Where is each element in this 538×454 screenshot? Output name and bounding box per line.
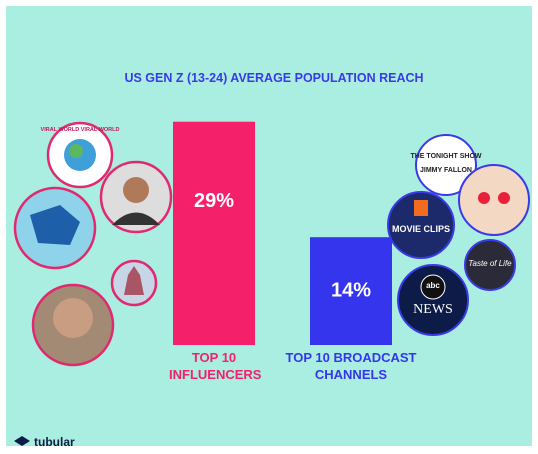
logo-icon [414, 200, 428, 216]
brand: tubular [34, 435, 75, 449]
castle [124, 266, 144, 295]
logo [387, 191, 455, 259]
logo [464, 239, 516, 291]
brand-icon [14, 436, 30, 446]
logo-text: MOVIE CLIPS [392, 224, 450, 234]
logo-text: NEWS [413, 302, 453, 317]
influencer-avatars: VIRAL WORLD VIRAL WORLD [13, 121, 173, 367]
globe-land [69, 144, 83, 158]
value-label: 29% [194, 190, 234, 212]
face [53, 298, 93, 338]
bar [173, 121, 255, 345]
category-label: TOP 10 BROADCAST CHANNELS [285, 350, 417, 382]
shirt [112, 212, 160, 225]
heart-eye [498, 192, 510, 204]
chart-title: US GEN Z (13-24) AVERAGE POPULATION REAC… [124, 71, 423, 85]
logo-text: VIRAL WORLD VIRAL WORLD [41, 127, 120, 133]
logo-text: abc [426, 281, 440, 290]
face [123, 177, 149, 203]
value-label: 14% [331, 279, 371, 301]
logo-text: JIMMY FALLON [420, 167, 472, 174]
mascot [30, 205, 80, 245]
logo-icon [420, 274, 446, 300]
category-label: TOP 10 INFLUENCERS [169, 350, 262, 382]
logo [458, 164, 530, 236]
heart-eye [478, 192, 490, 204]
logo [397, 264, 469, 336]
logo [415, 134, 477, 196]
logo-text: Taste of Life [468, 259, 512, 268]
broadcast-logos: THE TONIGHT SHOW JIMMY FALLON MOVIE CLIP… [387, 134, 530, 336]
bar [310, 237, 392, 345]
logo-text: THE TONIGHT SHOW [410, 153, 481, 160]
